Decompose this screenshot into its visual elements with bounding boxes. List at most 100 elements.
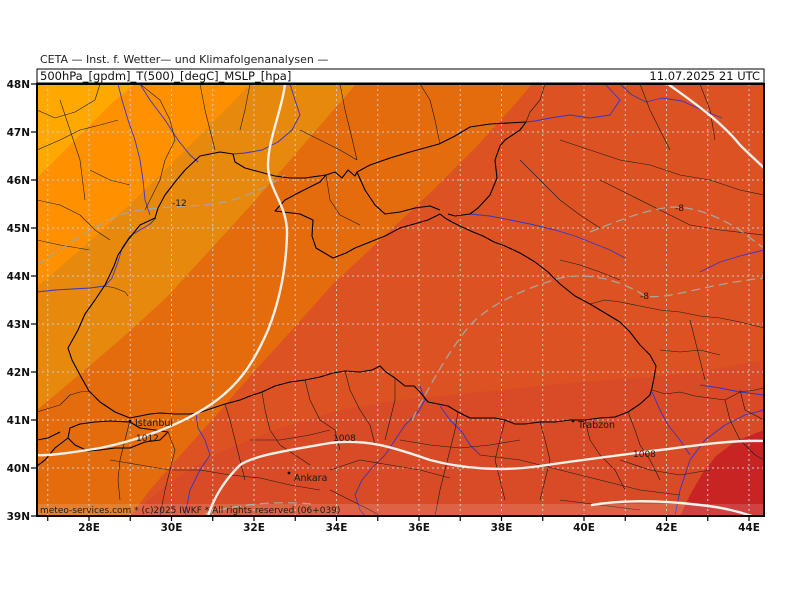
isotherm-label: -8 (640, 292, 649, 302)
product-label: 500hPa_[gpdm]_T(500)_[degC]_MSLP_[hpa] (40, 69, 291, 83)
border-line (299, 129, 358, 161)
border-line (224, 403, 246, 481)
border-line (329, 459, 451, 479)
border-line (37, 239, 91, 251)
longitude-tick-label: 40E (573, 522, 595, 534)
border-line (104, 285, 129, 297)
longitude-tick-label: 32E (243, 522, 265, 534)
city-marker (287, 471, 291, 475)
longitude-tick-label: 30E (161, 522, 183, 534)
border-line (739, 389, 764, 421)
river-don (525, 84, 621, 123)
latitude-tick-label: 46N (7, 175, 30, 187)
border-line (199, 84, 216, 151)
isotherm-label: -12 (172, 199, 187, 209)
border-line (724, 399, 764, 461)
border-line (599, 179, 764, 236)
city-label-ankara: Ankara (294, 473, 327, 484)
borders (37, 84, 764, 516)
border-line (384, 378, 396, 441)
border-line (639, 84, 671, 151)
latitude-tick-label: 41N (7, 415, 30, 427)
isotherms (37, 174, 764, 515)
border-line (589, 299, 764, 329)
map-area: 1012 1008 1008 -12 -8 -8 Istanbul Ankara… (37, 84, 764, 516)
border-line (494, 419, 506, 501)
latitude-tick-label: 44N (7, 271, 30, 283)
river-kuban (469, 213, 626, 259)
isobar-line (37, 84, 289, 457)
border-line (559, 259, 621, 281)
coastline-sivash (325, 169, 358, 179)
river-dnieper (232, 84, 301, 155)
border-line (699, 84, 716, 141)
border-line (239, 84, 251, 131)
isotherm-label: -8 (675, 204, 684, 214)
border-line (199, 469, 321, 491)
river-prut (117, 84, 151, 216)
isobar-line (666, 84, 764, 170)
isotherm-line (589, 206, 764, 249)
city-marker (128, 419, 132, 423)
border-line (139, 84, 176, 211)
border-line (689, 319, 706, 381)
river-terek (699, 249, 764, 273)
border-line (651, 389, 726, 401)
border-line (399, 439, 521, 449)
border-line (37, 84, 101, 119)
border-line (584, 419, 626, 491)
temperature-band-warm (130, 360, 764, 516)
border-line (329, 489, 381, 516)
border-line (304, 379, 341, 451)
valid-time: 11.07.2025 21 UTC (649, 69, 760, 83)
isotherm-line (37, 174, 286, 266)
border-line (344, 370, 376, 446)
isobars (37, 84, 764, 516)
temperature-band-warmest (680, 430, 764, 516)
latitude-tick-label: 42N (7, 367, 30, 379)
copyright-strip (37, 504, 764, 516)
border-line (434, 411, 459, 516)
border-line (37, 199, 111, 241)
coastline-black-sea (67, 151, 657, 425)
border-line (109, 459, 200, 471)
map-axes: 48N 47N 46N 45N 44N 43N 42N 41N 40N 39N 28E 30E 32E 3… (7, 79, 760, 534)
border-line (519, 159, 601, 229)
border-line (525, 84, 546, 123)
border-line (659, 349, 721, 356)
longitude-tick-label: 38E (491, 522, 513, 534)
latitude-tick-label: 48N (7, 79, 30, 91)
river-dniester (139, 84, 199, 163)
border-line (559, 499, 641, 511)
longitude-tick-label: 42E (656, 522, 678, 534)
latitude-tick-label: 43N (7, 319, 30, 331)
copyright-notice: meteo-services.com * (c)2025 IWKF * All … (40, 506, 340, 516)
coastline-sea-of-marmara (67, 420, 169, 452)
isobar-line (206, 439, 764, 516)
border-line (559, 139, 764, 196)
isobar-label: 1012 (136, 434, 159, 444)
river-coruh (651, 391, 691, 456)
isobar-label: 1008 (333, 434, 356, 444)
border-line (419, 84, 441, 145)
latitude-tick-label: 40N (7, 463, 30, 475)
longitude-tick-label: 36E (408, 522, 430, 534)
border-line (325, 174, 361, 226)
latitude-tick-label: 45N (7, 223, 30, 235)
border-line (117, 419, 131, 501)
latitude-tick-label: 39N (7, 511, 30, 523)
rivers (37, 84, 764, 516)
border-line (37, 390, 90, 413)
river-sakarya (184, 413, 211, 516)
isobar-line (590, 500, 754, 516)
longitude-tick-label: 34E (326, 522, 348, 534)
river-danube (37, 217, 157, 293)
city-marker (571, 419, 575, 423)
coastlines (37, 121, 657, 467)
border-line (724, 387, 764, 401)
river-euphrates (674, 409, 764, 516)
river-kizilirmak (354, 385, 426, 516)
latitude-tick-label: 47N (7, 127, 30, 139)
isotherm-line (204, 502, 313, 515)
